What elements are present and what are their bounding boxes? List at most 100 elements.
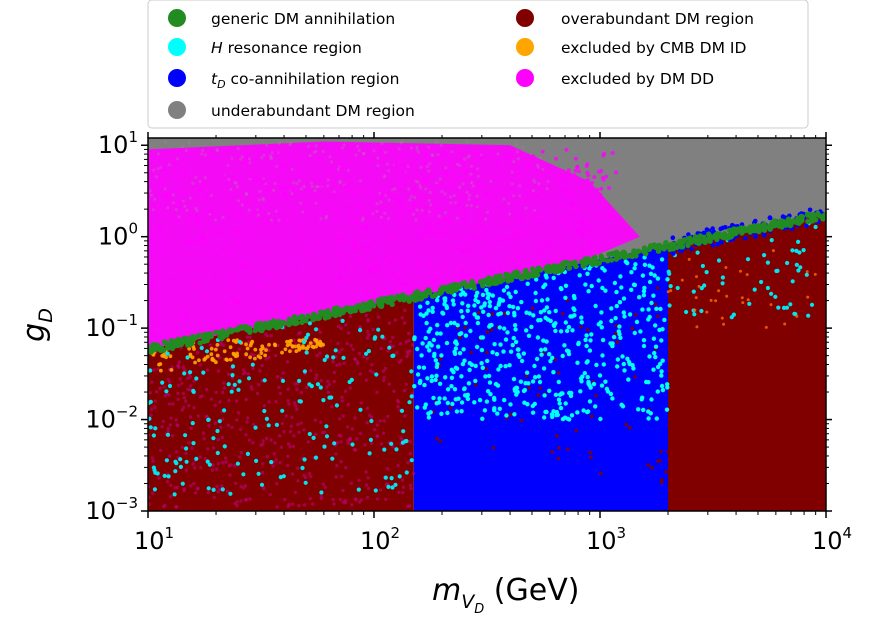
h-resonance-point [613,316,618,321]
h-resonance-point [513,339,519,345]
dd-excluded-point [178,186,183,191]
h-resonance-point [228,491,233,496]
dd-excluded-point [172,327,177,332]
cmb-excluded-point [192,347,196,351]
dd-excluded-point [157,476,161,480]
h-resonance-point [788,302,793,307]
cmb-excluded-point [260,344,265,349]
dd-haze-point [261,198,266,202]
dd-excluded-point [348,386,352,390]
h-resonance-point [463,292,468,297]
h-resonance-point [655,389,660,394]
dd-haze-point [203,176,207,180]
h-resonance-point [424,311,429,316]
overabundant-point [590,414,594,419]
dd-excluded-point [445,171,450,176]
dd-excluded-point [193,491,198,495]
h-resonance-point [665,382,670,387]
generic-annihilation-point [555,268,561,274]
generic-annihilation-point [375,297,381,304]
h-resonance-point [512,313,517,318]
h-resonance-point [608,391,614,397]
dd-excluded-point [399,281,404,286]
h-resonance-point [587,348,593,353]
dd-excluded-point [277,385,281,389]
dd-excluded-point [561,187,566,192]
dd-haze-point [302,184,306,189]
dd-excluded-point [509,152,514,157]
dd-excluded-point [355,437,359,441]
cmb-excluded-point [287,339,292,344]
h-resonance-point [615,357,621,362]
overabundant-point [725,294,729,298]
generic-annihilation-point [549,264,556,270]
dd-excluded-point [270,247,275,252]
h-resonance-point [498,342,503,347]
dd-excluded-point [200,394,204,398]
dd-excluded-point [170,434,175,438]
dd-excluded-point [380,228,385,232]
dd-haze-point [383,211,387,215]
dd-excluded-point [202,437,206,441]
dd-haze-point [177,215,181,219]
h-resonance-point [618,335,623,340]
dd-excluded-point [279,445,284,449]
overabundant-point [628,426,632,430]
h-resonance-point [466,381,472,386]
dd-excluded-point [208,343,213,347]
h-resonance-point [475,290,480,295]
dd-haze-point [502,197,506,201]
dd-excluded-point [292,434,296,438]
h-resonance-point [654,306,659,311]
h-resonance-point [634,319,640,325]
dd-haze-point [261,196,265,200]
dd-haze-point [476,174,480,178]
h-resonance-point [374,372,379,377]
dd-haze-point [467,197,471,201]
dd-haze-point [429,203,433,207]
dd-haze-point [269,156,273,160]
h-resonance-point [622,314,627,319]
dd-excluded-point [251,319,256,324]
dd-excluded-point [286,454,290,459]
h-resonance-point [752,287,757,292]
cmb-excluded-point [202,357,207,362]
dd-excluded-point [201,234,206,239]
dd-excluded-point [252,353,256,357]
dd-excluded-point [378,419,382,423]
overabundant-point [746,298,750,302]
dd-excluded-point [187,441,191,445]
dd-excluded-point [393,163,398,168]
h-resonance-point [579,379,584,384]
dd-excluded-point [484,192,489,197]
dd-excluded-point [180,381,184,386]
overabundant-point [585,328,590,332]
dd-excluded-point [300,228,305,233]
dd-excluded-point [341,414,345,418]
dd-excluded-point [349,481,353,485]
dd-haze-point [449,195,453,199]
legend-marker-generic [168,9,186,27]
h-resonance-point [503,337,509,342]
dd-excluded-point [319,495,324,499]
h-resonance-point [524,328,529,333]
overabundant-point [805,270,809,274]
dd-excluded-point [229,296,234,301]
dd-excluded-point [406,289,411,294]
coannihilation-point [679,248,685,253]
dd-haze-point [425,164,429,169]
h-resonance-point [716,258,722,263]
h-resonance-point [215,428,220,434]
h-resonance-point [485,358,490,364]
dd-excluded-point [487,259,492,264]
h-resonance-point [632,282,638,288]
dd-excluded-point [153,405,157,410]
dd-excluded-point [219,425,223,430]
dd-haze-point [450,150,454,154]
h-resonance-point [526,333,532,338]
dd-excluded-point [244,154,249,159]
dd-excluded-point [244,232,249,237]
legend-label-under: underabundant DM region [211,102,415,120]
dd-excluded-point [327,382,332,387]
dd-excluded-point [238,265,243,270]
